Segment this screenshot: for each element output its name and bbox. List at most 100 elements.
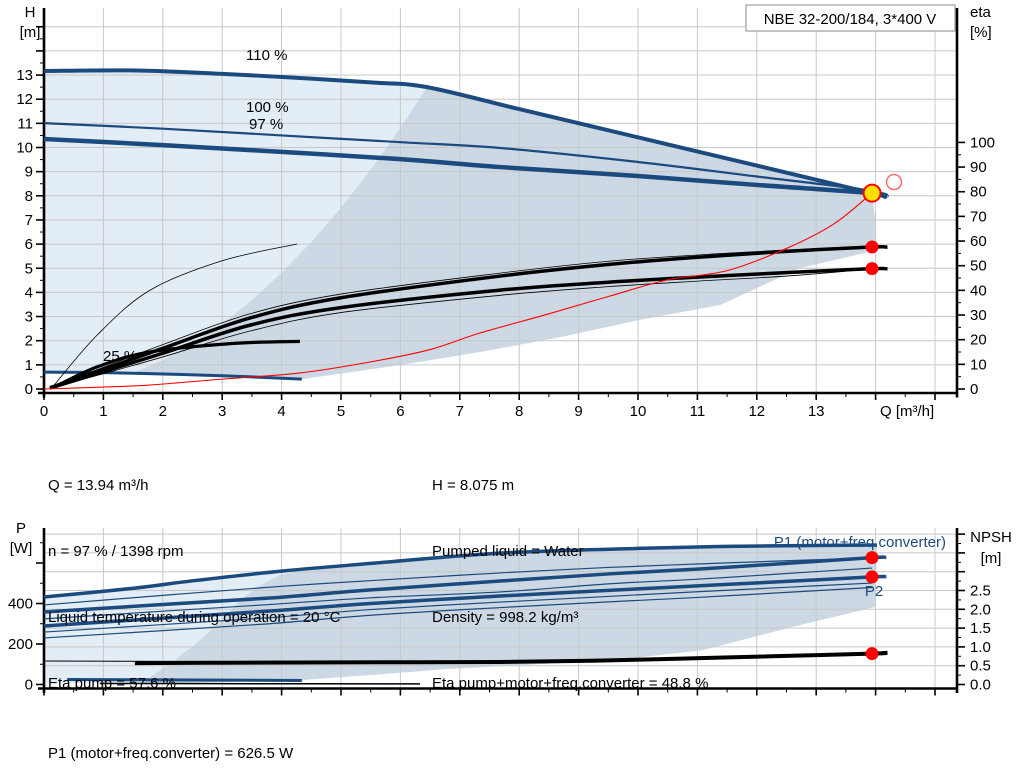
y-right-tick-label: 1.5 [970, 620, 991, 637]
y-right-tick-label: 10 [970, 356, 987, 373]
p-thin-curve-4 [43, 586, 873, 639]
y-right-tick-label: 0.5 [970, 658, 991, 675]
eta-curve-thin-b [49, 269, 858, 389]
y-left-tick-label: 12 [16, 91, 33, 108]
y-right-tick-label: 2.5 [970, 583, 991, 600]
y-left-tick-label: 2 [25, 333, 33, 350]
x-tick-label: 4 [277, 403, 285, 420]
operating-data-right: H = 8.075 m Pumped liquid = Water Densit… [432, 431, 708, 739]
chart-title: NBE 32-200/184, 3*400 V [764, 11, 937, 28]
title-box [745, 4, 956, 32]
y-right-tick-label: 30 [970, 307, 987, 324]
label-25pct: 25 % [103, 348, 137, 365]
p2-label: P2 [865, 583, 883, 600]
y-right-tick-label: 0.0 [970, 677, 991, 694]
x-tick-label: 3 [218, 403, 226, 420]
y-left-tick-label: 9 [25, 164, 33, 181]
operating-point[interactable] [862, 183, 882, 203]
y-right-tick-label: 100 [970, 134, 995, 151]
liquid-temperature-value: Liquid temperature during operation = 20… [48, 609, 341, 626]
y-left-tick-label: 0 [25, 677, 33, 694]
y-right-tick-label: 90 [970, 159, 987, 176]
y-left-tick-label: 1 [25, 357, 33, 374]
y-left-tick-label: 5 [25, 260, 33, 277]
x-axis-title: Q [m³/h] [880, 403, 934, 420]
eta-pump-value: Eta pump = 57.6 % [48, 675, 176, 692]
y-left-tick-label: 400 [8, 596, 33, 613]
eta-total-value: Eta pump+motor+freq.converter = 48.8 % [432, 675, 709, 692]
q-value: Q = 13.94 m³/h [48, 477, 149, 494]
x-tick-label: 0 [40, 403, 48, 420]
density-value: Density = 998.2 kg/m³ [432, 609, 579, 626]
y-right-tick-label: 0 [970, 381, 978, 398]
y-left-tick-label: 6 [25, 236, 33, 253]
y-left-title-1: P [16, 520, 26, 537]
y-right-tick-label: 50 [970, 258, 987, 275]
x-tick-label: 6 [396, 403, 404, 420]
npsh-dot [865, 647, 879, 661]
continuous-duty-region [133, 87, 877, 380]
curve-100pct [43, 122, 874, 194]
n-value: n = 97 % / 1398 rpm [48, 543, 184, 560]
x-tick-label: 5 [337, 403, 345, 420]
y-left-tick-label: 8 [25, 188, 33, 205]
p-thin-curve-3 [43, 582, 873, 633]
label-97pct: 97 % [249, 116, 283, 133]
npsh-curve [134, 650, 888, 666]
eta-total-red-curve [43, 192, 873, 390]
p1-value: P1 (motor+freq.converter) = 626.5 W [48, 745, 294, 762]
y-left-tick-label: 13 [16, 67, 33, 84]
y-left-tick-label: 4 [25, 284, 33, 301]
y-left-tick-label: 0 [25, 381, 33, 398]
p-25pct-curve [67, 677, 302, 682]
x-tick-label: 2 [159, 403, 167, 420]
curve-97pct [43, 136, 889, 200]
y-right-tick-label: 70 [970, 208, 987, 225]
p2-curve [43, 574, 887, 628]
p1-curve [43, 555, 887, 614]
x-tick-label: 9 [574, 403, 582, 420]
x-tick-label: 7 [456, 403, 464, 420]
duty-point-ring [885, 173, 903, 191]
p1-dot [865, 551, 879, 565]
x-tick-label: 11 [690, 403, 706, 420]
y-left-tick-label: 7 [25, 212, 33, 229]
y-left-tick-label: 200 [8, 636, 33, 653]
eta-pump-curve [49, 244, 888, 390]
y-left-title-1: H [25, 4, 36, 21]
p-thin-curve-2 [43, 567, 873, 620]
label-100pct: 100 % [246, 99, 289, 116]
y-left-tick-label: 11 [17, 115, 33, 132]
h-value: H = 8.075 m [432, 477, 515, 494]
eta-pump-dot [865, 240, 879, 254]
x-tick-label: 12 [748, 403, 765, 420]
y-left-title-2: [W] [10, 540, 33, 557]
eta-curve-50pct [52, 243, 298, 387]
x-tick-label: 8 [515, 403, 523, 420]
x-tick-label: 10 [630, 403, 647, 420]
y-right-tick-label: 2.0 [970, 601, 991, 618]
p-thin-curve-1 [43, 557, 873, 606]
power-npsh-chart: 0 200 400 0.0 0.5 1.0 1.5 2.02.5 P [W] NPSH [m] P1 (… [8, 520, 1012, 696]
label-110pct: 110 % [246, 47, 287, 64]
qh-eta-chart: 0 1 2 3 4 5 6 7 8 9 10 11 12 130123456789101112130102… [16, 4, 995, 420]
y-right-title-1: NPSH [970, 529, 1012, 546]
result-data: P1 (motor+freq.converter) = 626.5 W P2 =… [48, 699, 293, 781]
y-right-title-2: [%] [970, 24, 992, 41]
y-right-tick-label: 1.0 [970, 639, 991, 656]
p1-label: P1 (motor+freq.converter) [774, 534, 946, 551]
operating-data-left: Q = 13.94 m³/h n = 97 % / 1398 rpm Liqui… [48, 431, 340, 739]
eta-curve-thin-a [49, 247, 858, 388]
y-right-title-2: [m] [981, 550, 1002, 567]
p2-dot [865, 570, 879, 584]
pumped-liquid-value: Pumped liquid = Water [432, 543, 584, 560]
eta-total-black-curve [49, 266, 888, 390]
x-tick-label: 13 [808, 403, 825, 420]
y-left-tick-label: 10 [16, 140, 33, 157]
y-right-title-1: eta [970, 4, 992, 21]
y-left-title-2: [m] [20, 24, 41, 41]
y-right-tick-label: 80 [970, 184, 987, 201]
eta-total-dot [865, 262, 879, 276]
